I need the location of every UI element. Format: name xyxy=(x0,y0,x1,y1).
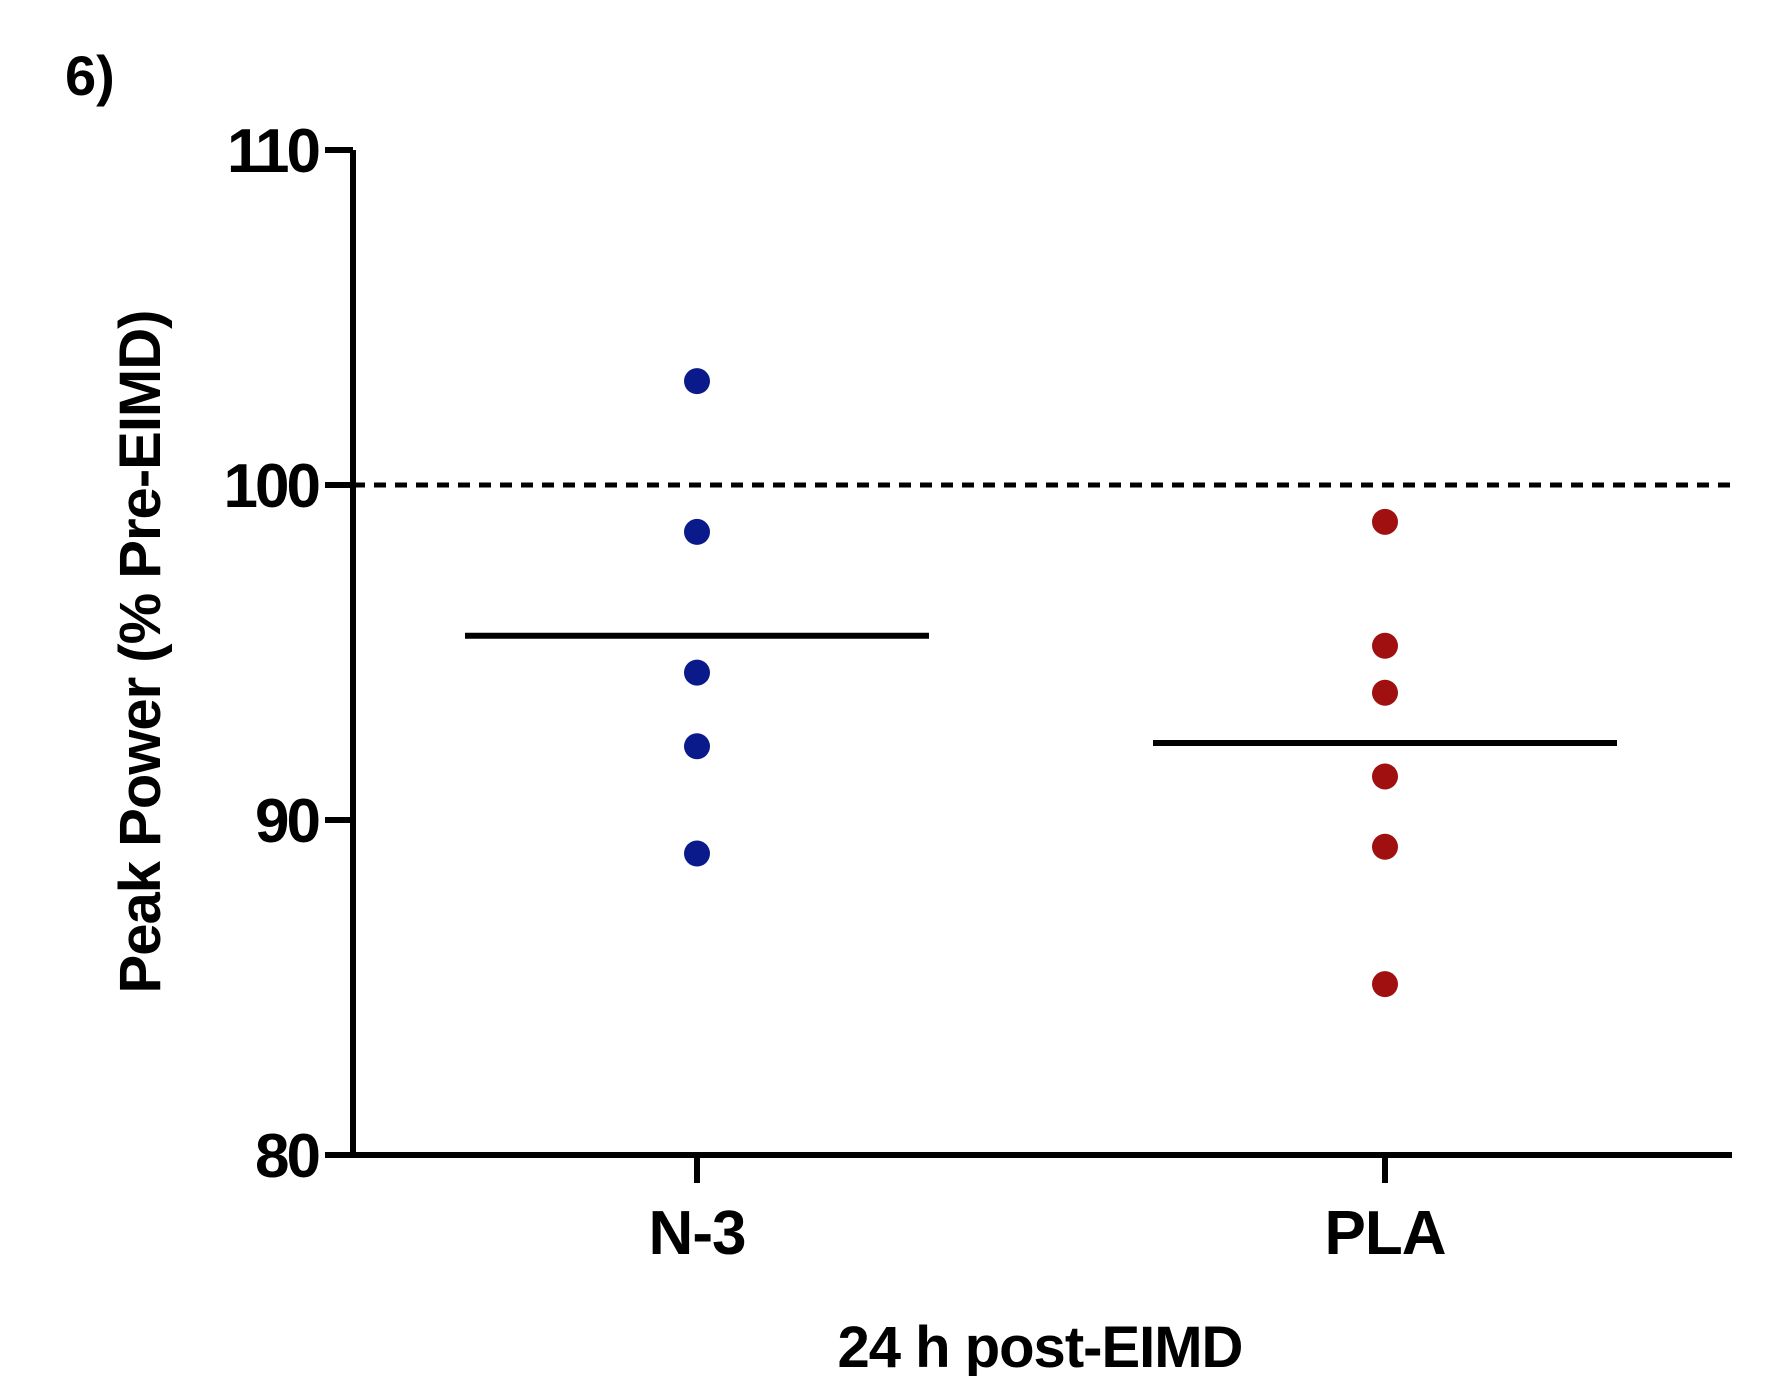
data-point-n-3 xyxy=(684,840,710,867)
y-tick-label: 100 xyxy=(224,452,319,521)
data-point-pla xyxy=(1372,679,1398,706)
mean-lines xyxy=(465,632,1617,746)
data-point-n-3 xyxy=(684,518,710,545)
y-tick-label: 110 xyxy=(227,117,319,186)
data-point-n-3 xyxy=(684,733,710,760)
x-axis-title: 24 h post-EIMD xyxy=(838,1315,1243,1376)
x-ticks: N-3 PLA xyxy=(649,1155,1447,1268)
panel-label: 6) xyxy=(65,44,115,107)
data-point-pla xyxy=(1372,763,1398,790)
y-axis-title: Peak Power (% Pre-EIMD) xyxy=(108,311,173,994)
data-point-pla xyxy=(1372,833,1398,860)
data-point-pla xyxy=(1372,632,1398,659)
data-point-n-3 xyxy=(684,659,710,686)
x-category-label: PLA xyxy=(1325,1199,1446,1268)
y-tick-label: 90 xyxy=(255,787,318,856)
data-point-pla xyxy=(1372,971,1398,998)
y-tick-label: 80 xyxy=(255,1122,318,1191)
data-point-pla xyxy=(1372,508,1398,535)
data-point-n-3 xyxy=(684,368,710,395)
data-points xyxy=(684,368,1398,998)
x-category-label: N-3 xyxy=(649,1199,746,1268)
y-ticks: 80 90 100 110 xyxy=(224,117,353,1191)
